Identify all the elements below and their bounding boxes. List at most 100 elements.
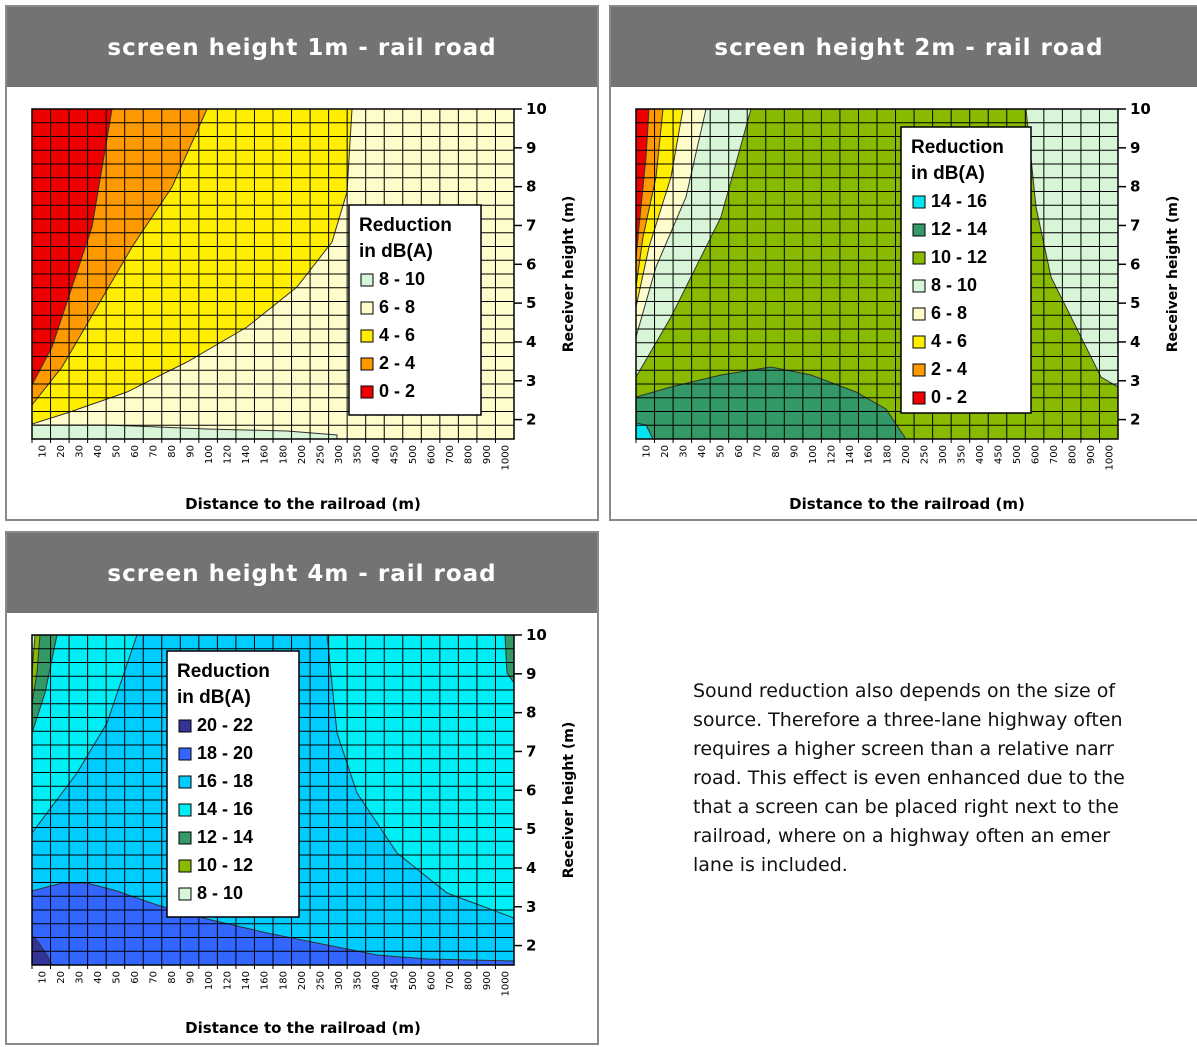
x-tick-label: 1000	[501, 971, 512, 996]
y-tick-label: 3	[526, 372, 536, 390]
legend: Reduction in dB(A) 20 - 22 18 - 20 16 - 18 14…	[166, 650, 300, 918]
y-axis: 2 3 4 5 6 7 8 9 10	[1118, 100, 1151, 429]
y-tick-label: 9	[1130, 139, 1140, 157]
x-tick-label: 140	[241, 971, 252, 990]
chart-title: screen height 4m - rail road	[7, 533, 597, 613]
x-tick-label: 30	[74, 971, 85, 984]
region-20-22	[32, 934, 53, 965]
x-tick-label: 20	[660, 445, 671, 458]
region-12-14-right	[504, 635, 514, 684]
legend-swatch	[178, 831, 192, 845]
legend-label: 6 - 8	[931, 303, 967, 323]
legend-swatch	[178, 719, 192, 733]
y-tick-label: 6	[526, 781, 536, 799]
legend-label: 2 - 4	[379, 353, 415, 373]
x-axis-label: Distance to the railroad (m)	[789, 495, 1025, 513]
legend-swatch	[912, 195, 926, 209]
y-tick-label: 3	[1130, 372, 1140, 390]
x-tick-label: 600	[1031, 445, 1042, 464]
contour-chart-1: 2 3 4 5 6 7 8 9 10 10 20 30 40 50 60 70 80 90 100 120 140 16…	[31, 100, 577, 513]
contour-chart-3: 2 3 4 5 6 7 8 9 10 10 20 30 40 50 60 70 80 90 100 120 140 16…	[31, 626, 577, 1037]
y-tick-label: 8	[526, 178, 536, 196]
x-tick-label: 80	[167, 971, 178, 984]
y-tick-label: 7	[526, 216, 536, 234]
x-tick-label: 1000	[501, 445, 512, 470]
legend-label: 8 - 10	[931, 275, 977, 295]
contour-chart-2: 2 3 4 5 6 7 8 9 10 10 20 30 40 50 60 70 80 90 100 120 140 16…	[635, 100, 1181, 513]
y-tick-label: 10	[1130, 100, 1151, 118]
x-tick-label: 250	[315, 445, 326, 464]
x-tick-label: 300	[334, 971, 345, 990]
x-tick-label: 40	[93, 971, 104, 984]
legend-label: 14 - 16	[931, 191, 987, 211]
text-line: lane is included.	[693, 854, 848, 876]
y-tick-label: 10	[526, 626, 547, 644]
legend-swatch	[178, 859, 192, 873]
description-text: Sound reduction also depends on the size…	[693, 677, 1197, 880]
x-tick-label: 400	[975, 445, 986, 464]
legend-swatch	[360, 301, 374, 315]
x-tick-label: 900	[482, 971, 493, 990]
x-tick-label: 90	[790, 445, 801, 458]
y-tick-label: 7	[526, 742, 536, 760]
x-tick-label: 80	[771, 445, 782, 458]
x-tick-label: 80	[167, 445, 178, 458]
y-axis-label: Receiver height (m)	[561, 196, 577, 352]
x-tick-label: 200	[297, 971, 308, 990]
x-tick-label: 60	[734, 445, 745, 458]
x-tick-label: 500	[408, 445, 419, 464]
chart-panel-3: screen height 4m - rail road 2 3 4 5 6 7 8 9 10 …	[5, 531, 599, 1045]
y-tick-label: 5	[1130, 294, 1140, 312]
chart-panel-1: screen height 1m - rail road 2 3 4 5 6 7 8 9 10 …	[5, 5, 599, 521]
x-tick-label: 200	[297, 445, 308, 464]
x-tick-label: 120	[827, 445, 838, 464]
y-tick-label: 2	[526, 937, 536, 955]
x-tick-label: 450	[390, 971, 401, 990]
y-tick-label: 6	[526, 255, 536, 273]
y-tick-label: 8	[1130, 178, 1140, 196]
x-tick-label: 700	[445, 445, 456, 464]
y-tick-label: 6	[1130, 255, 1140, 273]
x-tick-label: 400	[371, 971, 382, 990]
y-tick-label: 10	[526, 100, 547, 118]
legend-title: Reduction	[359, 215, 452, 236]
y-tick-label: 2	[1130, 411, 1140, 429]
legend-swatch	[912, 307, 926, 321]
x-tick-label: 400	[371, 445, 382, 464]
x-tick-label: 300	[938, 445, 949, 464]
x-tick-label: 140	[845, 445, 856, 464]
legend-label: 12 - 14	[931, 219, 987, 239]
x-tick-label: 250	[919, 445, 930, 464]
x-axis: 10 20 30 40 50 60 70 80 90 100 120 140 160 180 200 250 3…	[31, 965, 512, 996]
x-tick-label: 120	[223, 445, 234, 464]
x-tick-label: 10	[37, 445, 48, 458]
x-tick-label: 350	[352, 971, 363, 990]
x-tick-label: 90	[186, 445, 197, 458]
legend-title: in dB(A)	[911, 163, 985, 184]
x-tick-label: 600	[427, 971, 438, 990]
x-tick-label: 50	[111, 971, 122, 984]
y-tick-label: 4	[526, 333, 536, 351]
legend-title: in dB(A)	[359, 241, 433, 262]
x-tick-label: 20	[56, 971, 67, 984]
legend-label: 0 - 2	[379, 381, 415, 401]
y-axis-label: Receiver height (m)	[1165, 196, 1181, 352]
legend-swatch	[912, 363, 926, 377]
legend-swatch	[912, 279, 926, 293]
x-tick-label: 10	[37, 971, 48, 984]
x-tick-label: 60	[130, 971, 141, 984]
text-line: road. This effect is even enhanced due t…	[693, 767, 1125, 789]
x-tick-label: 50	[715, 445, 726, 458]
legend-box	[900, 126, 1032, 414]
y-tick-label: 9	[526, 139, 536, 157]
x-tick-label: 140	[241, 445, 252, 464]
x-tick-label: 120	[223, 971, 234, 990]
y-tick-label: 9	[526, 665, 536, 683]
y-axis-label: Receiver height (m)	[561, 722, 577, 878]
chart-panel-2: screen height 2m - rail road 2 3 4 5 6 7 8 9 10 …	[609, 5, 1197, 521]
x-tick-label: 160	[260, 971, 271, 990]
legend-label: 10 - 12	[197, 855, 253, 875]
legend-swatch	[360, 273, 374, 287]
y-tick-label: 7	[1130, 216, 1140, 234]
x-tick-label: 350	[352, 445, 363, 464]
